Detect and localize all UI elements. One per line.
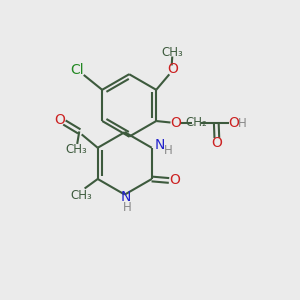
Text: CH₃: CH₃	[161, 46, 183, 59]
Text: H: H	[238, 117, 247, 130]
Text: CH₃: CH₃	[65, 143, 87, 156]
Text: H: H	[164, 144, 173, 157]
Text: N: N	[155, 138, 165, 152]
Text: O: O	[228, 116, 239, 130]
Text: H: H	[123, 201, 132, 214]
Text: N: N	[121, 190, 131, 204]
Text: CH₂: CH₂	[186, 116, 208, 129]
Text: O: O	[167, 62, 178, 76]
Text: O: O	[54, 113, 65, 127]
Text: Cl: Cl	[71, 64, 84, 77]
Text: O: O	[170, 116, 181, 130]
Text: O: O	[169, 173, 180, 188]
Text: O: O	[212, 136, 222, 150]
Text: CH₃: CH₃	[70, 189, 92, 202]
